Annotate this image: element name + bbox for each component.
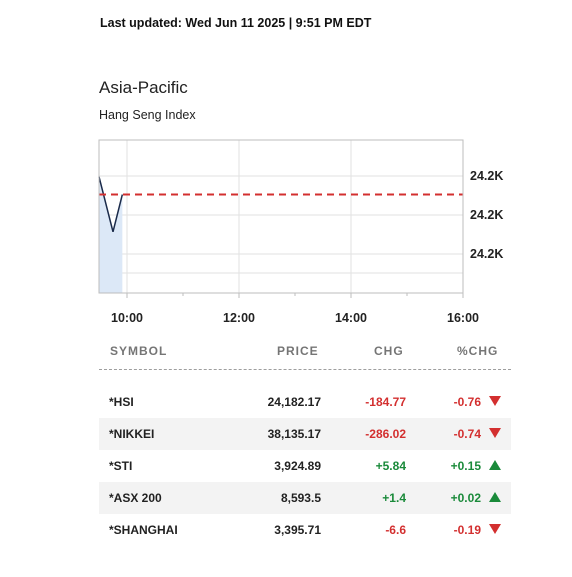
symbol-cell[interactable]: *HSI (109, 395, 134, 409)
down-arrow-icon (489, 524, 501, 534)
col-header-price: PRICE (277, 344, 319, 358)
price-cell: 3,924.89 (274, 459, 321, 473)
change-cell: +1.4 (382, 491, 406, 505)
col-header-symbol: SYMBOL (110, 344, 168, 358)
chart-frame (98, 139, 464, 294)
change-cell: -6.6 (385, 523, 406, 537)
region-title: Asia-Pacific (99, 78, 188, 97)
y-tick-label: 24.2K (470, 247, 503, 261)
x-tick-label: 16:00 (447, 311, 479, 325)
table-divider (99, 369, 511, 370)
x-tick-label: 14:00 (335, 311, 367, 325)
price-cell: 3,395.71 (274, 523, 321, 537)
hang-seng-chart[interactable]: 24.2K 24.2K 24.2K 10:00 12:00 14:00 16:00 (0, 130, 572, 330)
table-row-asx200[interactable]: *ASX 200 8,593.5 +1.4 +0.02 (99, 482, 511, 514)
col-header-pct-chg: %CHG (457, 344, 499, 358)
symbol-cell[interactable]: *STI (109, 459, 133, 473)
y-tick-label: 24.2K (470, 208, 503, 222)
y-tick-label: 24.2K (470, 169, 503, 183)
percent-change-cell: -0.76 (453, 395, 481, 409)
price-cell: 24,182.17 (267, 395, 321, 409)
price-cell: 8,593.5 (280, 491, 321, 505)
table-row-shanghai[interactable]: *SHANGHAI 3,395.71 -6.6 -0.19 (99, 514, 511, 546)
change-cell: -184.77 (365, 395, 406, 409)
change-cell: +5.84 (375, 459, 406, 473)
price-cell: 38,135.17 (267, 427, 321, 441)
percent-change-cell: +0.02 (450, 491, 481, 505)
chart-grid (99, 140, 463, 293)
x-tick-label: 12:00 (223, 311, 255, 325)
percent-change-cell: +0.15 (450, 459, 481, 473)
symbol-cell[interactable]: *SHANGHAI (109, 523, 178, 537)
table-row-hsi[interactable]: *HSI 24,182.17 -184.77 -0.76 (99, 386, 511, 418)
percent-change-cell: -0.19 (453, 523, 481, 537)
table-row-nikkei[interactable]: *NIKKEI 38,135.17 -286.02 -0.74 (99, 418, 511, 450)
table-row-sti[interactable]: *STI 3,924.89 +5.84 +0.15 (99, 450, 511, 482)
symbol-cell[interactable]: *ASX 200 (109, 491, 162, 505)
up-arrow-icon (489, 492, 501, 502)
percent-change-cell: -0.74 (453, 427, 481, 441)
down-arrow-icon (489, 428, 501, 438)
down-arrow-icon (489, 396, 501, 406)
chart-area-fill (99, 176, 123, 293)
change-cell: -286.02 (365, 427, 406, 441)
symbol-cell[interactable]: *NIKKEI (109, 427, 155, 441)
x-tick-label: 10:00 (111, 311, 143, 325)
col-header-chg: CHG (374, 344, 404, 358)
last-updated-text: Last updated: Wed Jun 11 2025 | 9:51 PM … (100, 16, 372, 30)
index-name[interactable]: Hang Seng Index (99, 108, 196, 122)
up-arrow-icon (489, 460, 501, 470)
